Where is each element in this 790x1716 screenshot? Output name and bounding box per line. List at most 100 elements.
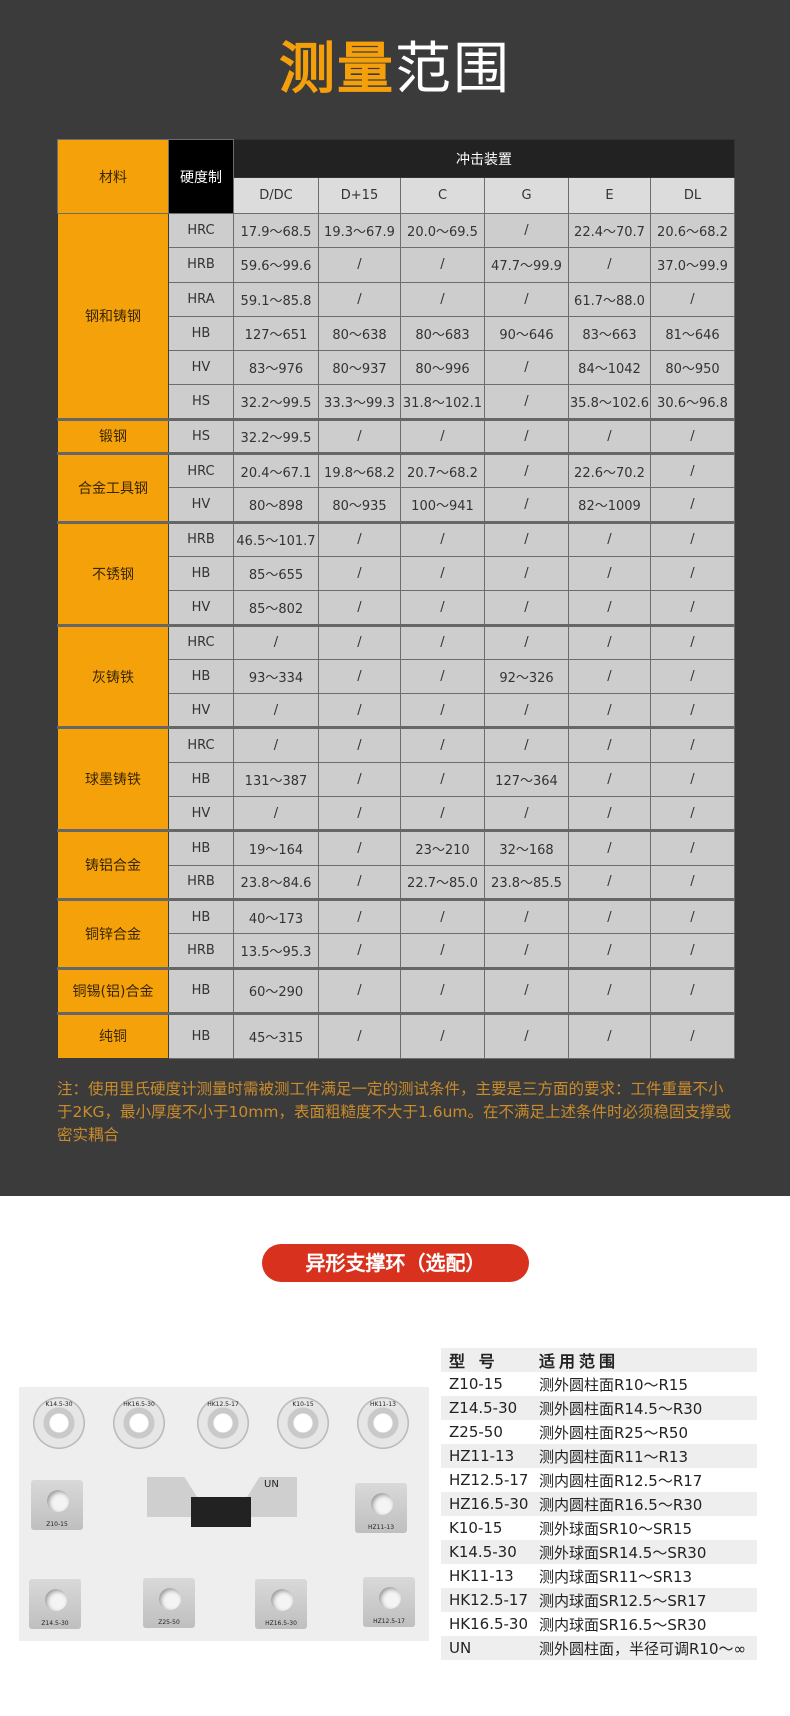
ring-row: HK16.5-30 测内球面SR16.5～SR30 <box>441 1612 757 1636</box>
range-cell: / <box>318 966 401 1014</box>
range-cell: 23.8～85.5 <box>484 864 569 900</box>
table-row: HV / / / / / / <box>58 796 735 832</box>
table-row: 不锈钢 HRB 46.5～101.7// / / / <box>57 520 735 626</box>
ring-range: 测内球面SR11～SR13 <box>539 1567 693 1586</box>
range-cell: / <box>650 417 735 455</box>
range-cell: / <box>400 897 485 935</box>
table-row: 钢和铸钢 HRC 17.9～68.5 19.3～67.9 20.0～69.5/22.4～… <box>57 212 735 420</box>
header-impact-device: 冲击装置 <box>233 139 735 178</box>
hardness-scale-cell: HS <box>168 417 234 455</box>
range-cell: 60～290 <box>233 966 319 1014</box>
hardness-scale-cell: HV <box>168 487 234 523</box>
range-cell: / <box>318 897 401 935</box>
range-cell: / <box>318 864 401 900</box>
range-cell: / <box>650 555 735 592</box>
hardness-scale-cell: HB <box>168 761 234 798</box>
ring-label: HK12.5-17 <box>207 1401 239 1408</box>
hardness-scale-cell: HRC <box>168 452 234 489</box>
support-rings-photo: K14.5-30 HK16.5-30 HK12.5-17 K10-15 HK11… <box>19 1387 429 1641</box>
range-cell: 20.6～68.2 <box>650 212 735 249</box>
ring-model: HK11-13 <box>449 1567 514 1585</box>
material-cell: 铸铝合金 <box>57 829 169 900</box>
range-cell: / <box>568 966 651 1014</box>
ring-model: Z10-15 <box>449 1375 503 1393</box>
block-label: Z14.5-30 <box>41 1620 69 1627</box>
table-row: HB 85～655// / / / <box>58 555 735 592</box>
range-cell: / <box>568 658 651 695</box>
hardness-scale-cell: HRB <box>168 520 234 557</box>
ring-model: HZ11-13 <box>441 1444 531 1468</box>
hardness-scale-cell: HRC <box>168 726 234 763</box>
hardness-scale-cell: HRB <box>168 864 234 900</box>
ring-model: UN <box>441 1636 531 1660</box>
header-device-ddc: D/DC <box>233 177 319 214</box>
hardness-scale-cell: HRC <box>168 212 234 249</box>
range-cell: / <box>400 555 485 592</box>
range-cell: 22.6～70.2 <box>568 452 651 489</box>
material-cell: 灰铸铁 <box>57 623 169 729</box>
table-row: HRA 59.1～85.8///61.7～88.0/ <box>58 281 735 317</box>
range-cell: / <box>400 623 485 660</box>
range-cell: / <box>650 658 735 695</box>
hardness-scale-cell: HB <box>168 658 234 695</box>
range-cell: 19～164 <box>233 829 319 866</box>
range-cell: 23～210 <box>400 829 485 866</box>
table-row: HS 32.2～99.5 33.3～99.3 31.8～102.1/35.8～102.… <box>58 384 735 420</box>
range-cell: 32.2～99.5 <box>233 417 319 455</box>
range-cell: 59.1～85.8 <box>233 281 319 317</box>
header-device-d15: D+15 <box>318 177 401 214</box>
material-cell: 纯铜 <box>57 1011 169 1059</box>
ring-model: K14.5-30 <box>441 1540 531 1564</box>
range-cell: 84～1042 <box>568 350 651 386</box>
range-cell: 40～173 <box>233 897 319 935</box>
range-cell: 35.8～102.6 <box>568 384 651 420</box>
range-cell: / <box>400 761 485 798</box>
range-cell: 85～655 <box>233 555 319 592</box>
range-cell: / <box>650 966 735 1014</box>
range-cell: / <box>484 590 569 626</box>
range-cell: / <box>568 520 651 557</box>
range-cell: / <box>650 897 735 935</box>
range-cell: / <box>400 247 485 283</box>
hardness-scale-cell: HB <box>168 315 234 352</box>
range-cell: 127～651 <box>233 315 319 352</box>
block-label: HZ12.5-17 <box>373 1618 405 1625</box>
header-model: 型 号 <box>441 1348 531 1372</box>
ring-row: Z14.5-30 测外圆柱面R14.5～R30 <box>441 1396 757 1420</box>
range-cell: / <box>568 1011 651 1059</box>
range-cell: / <box>650 829 735 866</box>
range-cell: / <box>650 520 735 557</box>
ring-row: HZ16.5-30 测内圆柱面R16.5～R30 <box>441 1492 757 1516</box>
range-cell: / <box>650 796 735 832</box>
table-row: 铜锡(铝)合金 HB 60～290// / / / <box>57 966 735 1014</box>
hardness-scale-cell: HB <box>168 829 234 866</box>
range-cell: / <box>650 761 735 798</box>
material-cell: 锻钢 <box>57 417 169 455</box>
table-row: 铜锌合金 HB 40～173// / / / <box>57 897 735 969</box>
ring-row: UN 测外圆柱面，半径可调R10～∞ <box>441 1636 757 1660</box>
hardness-scale-cell: HRB <box>168 933 234 969</box>
page-title: 测量范围 <box>0 38 790 102</box>
range-cell: / <box>650 933 735 969</box>
block-label: HZ11-13 <box>367 1524 395 1531</box>
material-cell: 铜锌合金 <box>57 897 169 969</box>
range-cell: / <box>233 693 319 729</box>
range-cell: / <box>568 693 651 729</box>
header-device-c: C <box>400 177 485 214</box>
range-cell: / <box>650 281 735 317</box>
ring-range: 测外球面SR14.5～SR30 <box>531 1540 757 1564</box>
table-row: HV 85～802// / / / <box>58 590 735 626</box>
ring-label: K10-15 <box>292 1401 314 1408</box>
range-cell: / <box>484 384 569 420</box>
range-cell: / <box>484 623 569 660</box>
hardness-scale-cell: HRB <box>168 247 234 283</box>
range-cell: 127～364 <box>484 761 569 798</box>
range-cell: 80～935 <box>318 487 401 523</box>
ring-label: HK11-13 <box>370 1401 396 1408</box>
range-cell: / <box>233 796 319 832</box>
hardness-scale-cell: HB <box>168 555 234 592</box>
ring-range: 测内球面SR12.5～SR17 <box>531 1588 757 1612</box>
material-cell: 球墨铸铁 <box>57 726 169 832</box>
range-cell: / <box>650 487 735 523</box>
range-cell: 93～334 <box>233 658 319 695</box>
